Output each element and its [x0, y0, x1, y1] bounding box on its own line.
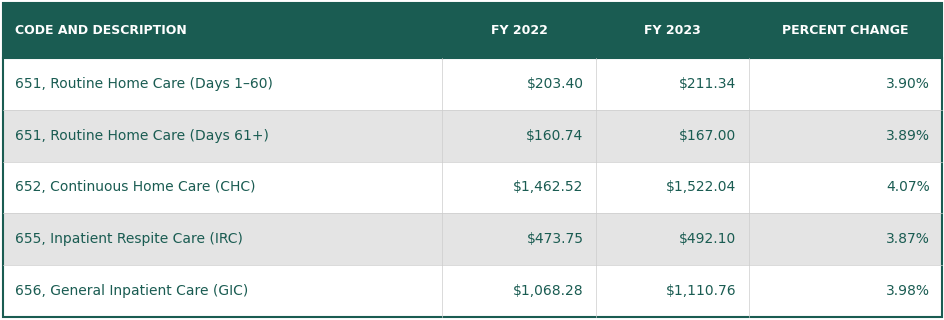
- Bar: [595, 162, 748, 213]
- Bar: [595, 58, 748, 110]
- Bar: [595, 110, 748, 162]
- Text: 3.98%: 3.98%: [885, 284, 929, 298]
- Bar: [442, 265, 595, 317]
- Text: FY 2023: FY 2023: [643, 24, 700, 37]
- Text: 3.90%: 3.90%: [885, 77, 929, 91]
- Bar: [595, 3, 748, 58]
- Bar: [748, 213, 941, 265]
- Text: $1,522.04: $1,522.04: [666, 180, 735, 195]
- Text: PERCENT CHANGE: PERCENT CHANGE: [782, 24, 907, 37]
- Text: $211.34: $211.34: [679, 77, 735, 91]
- Text: $473.75: $473.75: [526, 232, 582, 246]
- Text: 651, Routine Home Care (Days 61+): 651, Routine Home Care (Days 61+): [15, 129, 269, 143]
- Bar: [595, 265, 748, 317]
- Text: $1,068.28: $1,068.28: [513, 284, 582, 298]
- Bar: [748, 58, 941, 110]
- Bar: [3, 265, 442, 317]
- Text: $1,110.76: $1,110.76: [666, 284, 735, 298]
- Text: $492.10: $492.10: [679, 232, 735, 246]
- Bar: [442, 3, 595, 58]
- Bar: [748, 162, 941, 213]
- Text: $160.74: $160.74: [526, 129, 582, 143]
- Text: $203.40: $203.40: [526, 77, 582, 91]
- Text: 655, Inpatient Respite Care (IRC): 655, Inpatient Respite Care (IRC): [15, 232, 243, 246]
- Bar: [3, 3, 442, 58]
- Text: 3.89%: 3.89%: [885, 129, 929, 143]
- Bar: [748, 3, 941, 58]
- Bar: [442, 162, 595, 213]
- Bar: [595, 213, 748, 265]
- Text: 656, General Inpatient Care (GIC): 656, General Inpatient Care (GIC): [15, 284, 248, 298]
- Text: FY 2022: FY 2022: [490, 24, 547, 37]
- Text: 651, Routine Home Care (Days 1–60): 651, Routine Home Care (Days 1–60): [15, 77, 273, 91]
- Text: 652, Continuous Home Care (CHC): 652, Continuous Home Care (CHC): [15, 180, 255, 195]
- Bar: [3, 213, 442, 265]
- Bar: [3, 58, 442, 110]
- Bar: [3, 162, 442, 213]
- Bar: [442, 213, 595, 265]
- Text: $167.00: $167.00: [679, 129, 735, 143]
- Text: $1,462.52: $1,462.52: [513, 180, 582, 195]
- Text: 3.87%: 3.87%: [885, 232, 929, 246]
- Bar: [748, 265, 941, 317]
- Bar: [3, 110, 442, 162]
- Bar: [442, 110, 595, 162]
- Bar: [748, 110, 941, 162]
- Text: 4.07%: 4.07%: [885, 180, 929, 195]
- Text: CODE AND DESCRIPTION: CODE AND DESCRIPTION: [15, 24, 187, 37]
- Bar: [442, 58, 595, 110]
